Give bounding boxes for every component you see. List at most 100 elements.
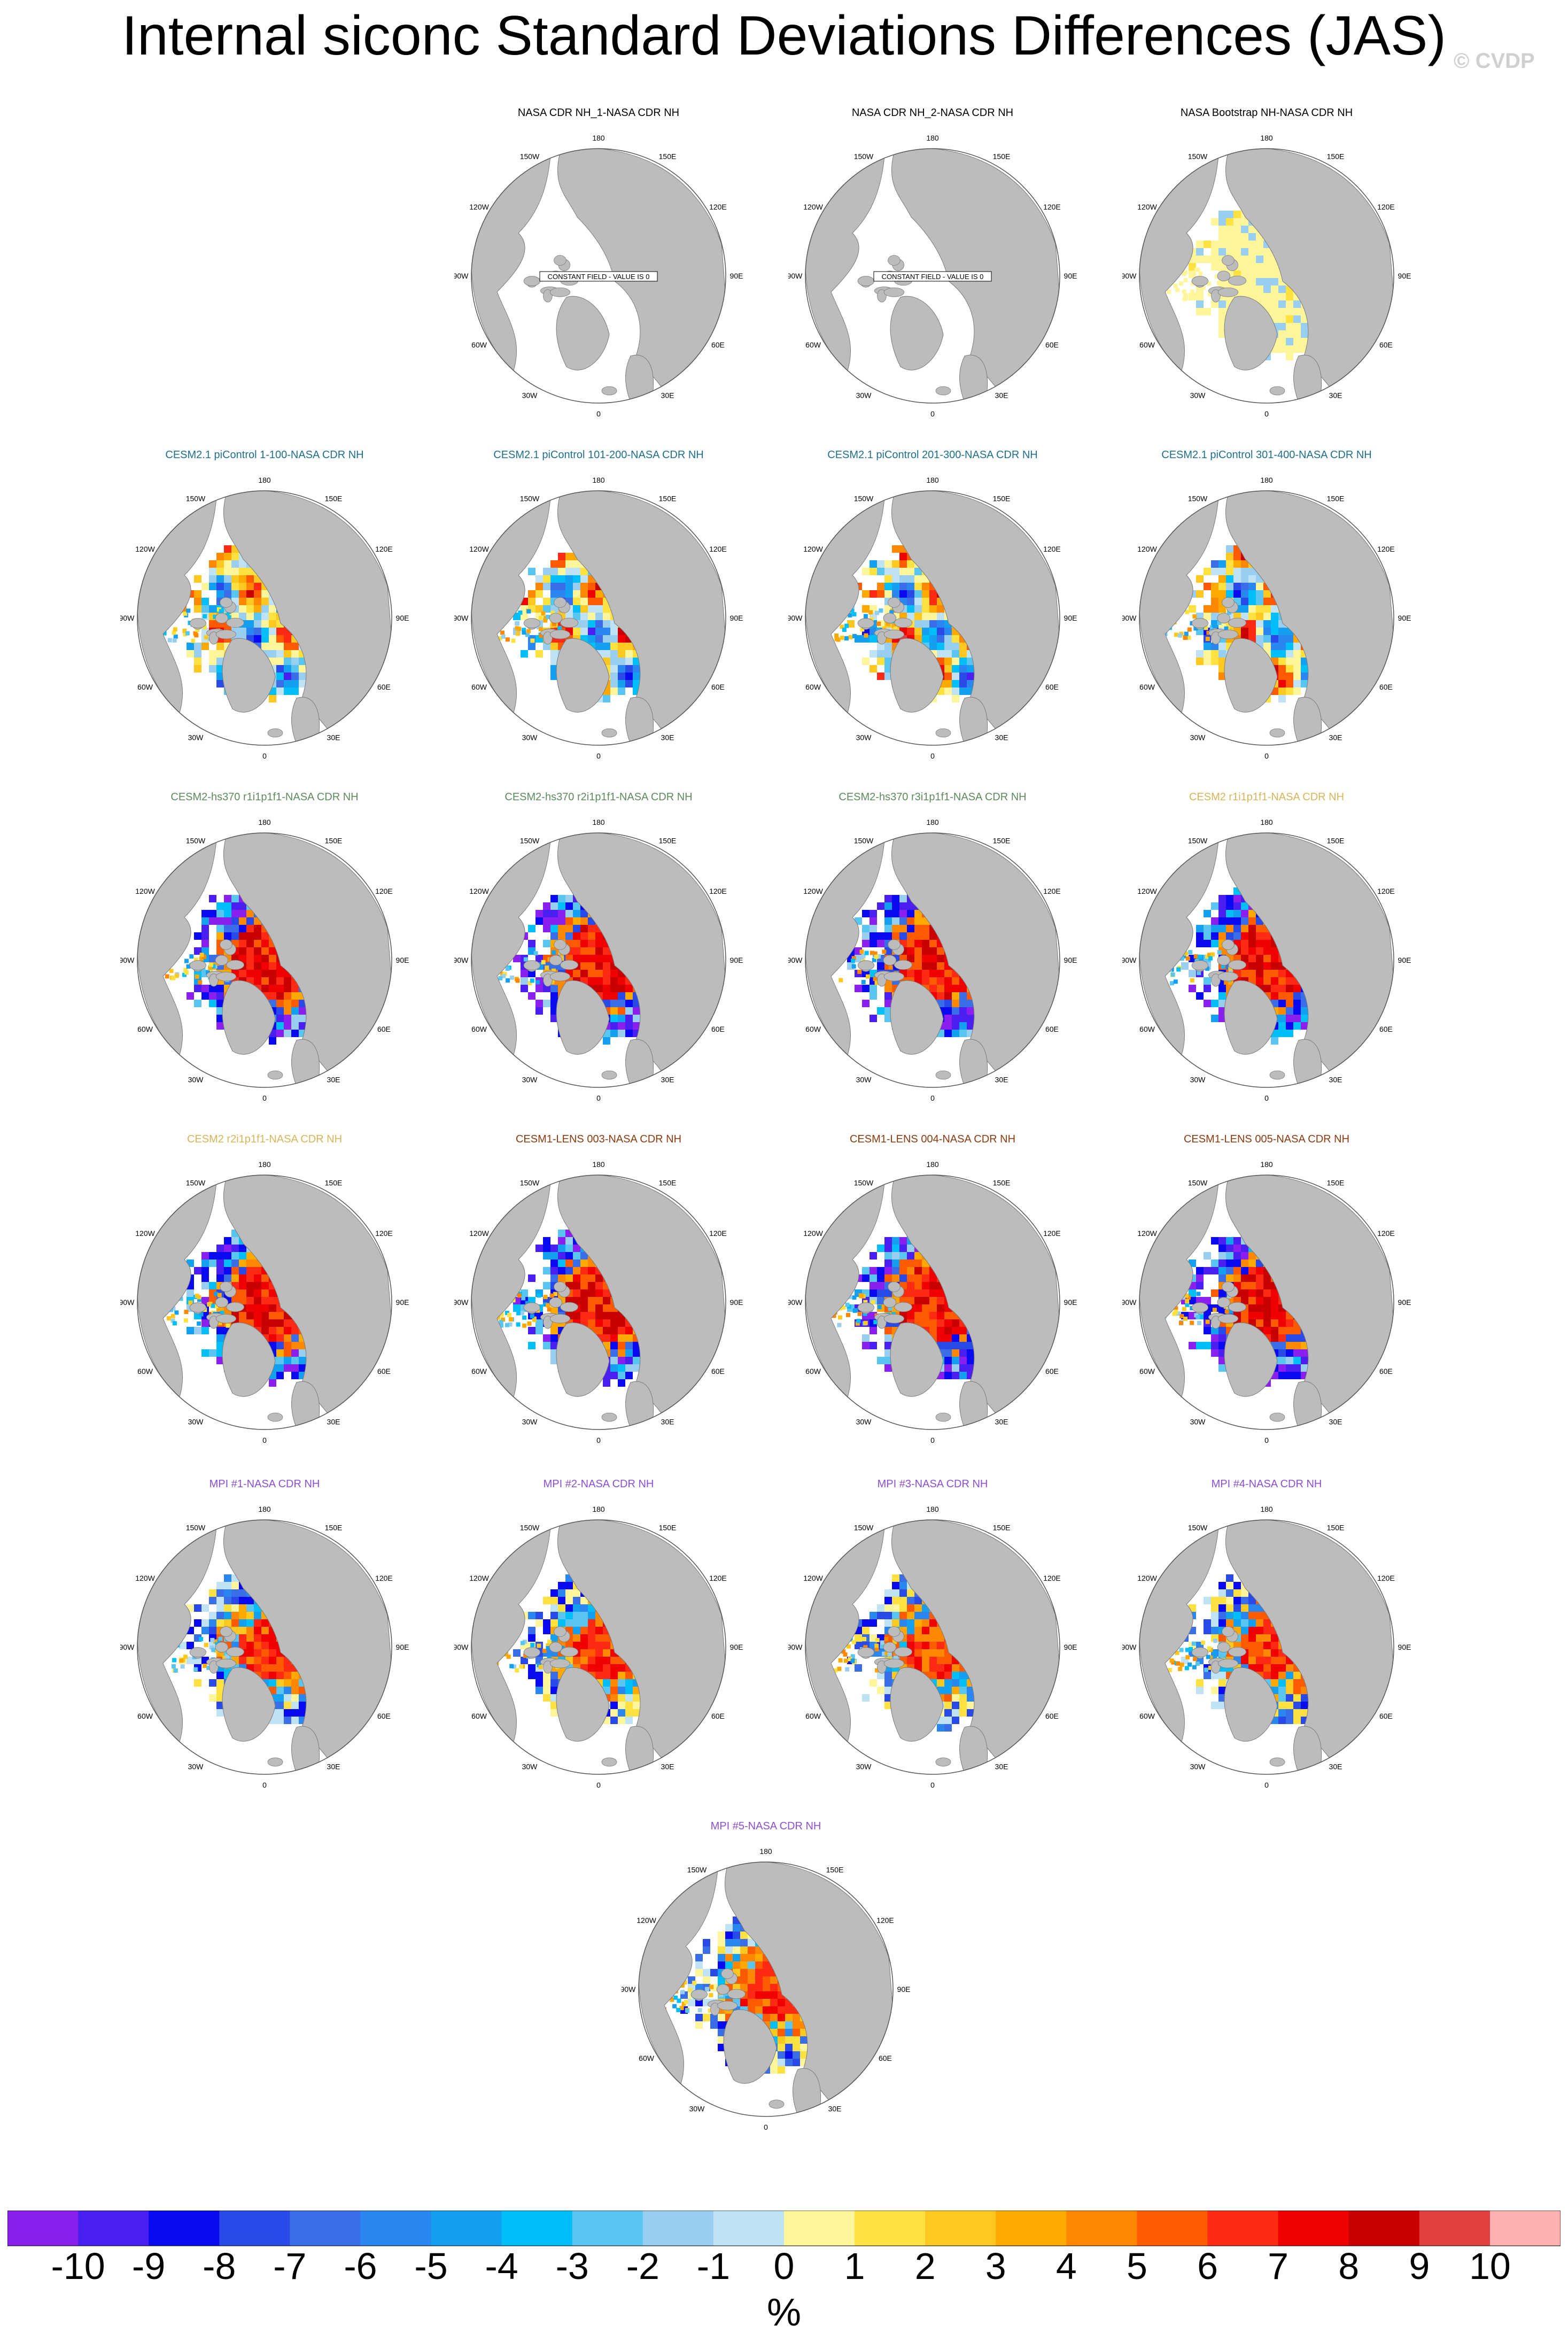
longitude-label: 60E xyxy=(1045,1712,1059,1720)
longitude-label: 150E xyxy=(993,152,1011,161)
map-content xyxy=(471,1175,726,1430)
map-content xyxy=(1139,491,1394,745)
longitude-label: 180 xyxy=(1260,476,1273,484)
panel-title: CESM2-hs370 r3i1p1f1-NASA CDR NH xyxy=(839,791,1027,803)
longitude-label: 90E xyxy=(1398,956,1411,964)
longitude-label: 30E xyxy=(661,733,674,741)
longitude-label: 150E xyxy=(659,837,677,845)
longitude-label: 30W xyxy=(1190,391,1206,399)
polar-map: 180 150E 120E 90E 60E 30E 0 30W 60W 90W 120W 150W xyxy=(622,1847,910,2131)
longitude-label: 180 xyxy=(1260,1505,1273,1513)
map-boundary xyxy=(1139,832,1394,1088)
longitude-label: 30W xyxy=(522,1762,538,1771)
longitude-label: 0 xyxy=(262,752,267,760)
longitude-label: 90W xyxy=(1122,272,1137,280)
longitude-label: 0 xyxy=(596,1436,601,1444)
longitude-label: 180 xyxy=(1260,134,1273,142)
longitude-label: 120W xyxy=(469,887,489,895)
longitude-label: 90E xyxy=(730,1643,743,1651)
longitude-label: 0 xyxy=(1264,409,1269,418)
colorbar-tick-label: 2 xyxy=(915,2245,936,2285)
map-panel: CESM2.1 piControl 201-300-NASA CDR NH 180… xyxy=(788,449,1077,770)
longitude-label: 120E xyxy=(876,1916,894,1925)
map-panel: MPI #3-NASA CDR NH 180 150E 120E 90E 60E 30E 0 3… xyxy=(788,1478,1077,1799)
longitude-label: 90W xyxy=(1122,1298,1137,1307)
longitude-label: 60W xyxy=(137,683,153,691)
longitude-label: 120E xyxy=(1377,1574,1395,1582)
longitude-label: 90W xyxy=(1122,1643,1137,1651)
panel-title: MPI #5-NASA CDR NH xyxy=(710,1820,821,1832)
longitude-label: 90W xyxy=(1122,956,1137,964)
panel-title: MPI #2-NASA CDR NH xyxy=(543,1478,654,1490)
longitude-label: 60W xyxy=(471,1367,487,1376)
longitude-label: 90E xyxy=(396,614,409,622)
map-boundary xyxy=(805,490,1060,746)
constant-field-note: CONSTANT FIELD - VALUE IS 0 xyxy=(882,273,984,281)
longitude-label: 120E xyxy=(709,1574,727,1582)
longitude-label: 0 xyxy=(1264,1436,1269,1444)
longitude-label: 0 xyxy=(262,1781,267,1789)
longitude-label: 120W xyxy=(803,1574,823,1582)
longitude-label: 120W xyxy=(1137,203,1157,211)
longitude-label: 30E xyxy=(828,2104,842,2113)
longitude-label: 150W xyxy=(854,494,874,503)
map-boundary xyxy=(471,490,726,746)
map-panel: MPI #2-NASA CDR NH 180 150E 120E 90E 60E 30E 0 3… xyxy=(454,1478,743,1799)
longitude-label: 30W xyxy=(522,1417,538,1426)
map-boundary xyxy=(1139,1519,1394,1775)
longitude-label: 90W xyxy=(454,272,469,280)
colorbar-tick-label: 0 xyxy=(774,2245,795,2285)
colorbar-swatch xyxy=(925,2211,996,2246)
colorbar-tick-label: 6 xyxy=(1197,2245,1218,2285)
longitude-label: 150E xyxy=(325,837,343,845)
longitude-label: 120W xyxy=(135,887,155,895)
longitude-label: 120W xyxy=(1137,545,1157,553)
panel-title: CESM2.1 piControl 1-100-NASA CDR NH xyxy=(165,449,364,461)
map-boundary xyxy=(805,832,1060,1088)
longitude-label: 150E xyxy=(1327,1179,1345,1187)
map-panel: CESM1-LENS 004-NASA CDR NH 180 150E 120E 90E… xyxy=(788,1133,1077,1454)
longitude-label: 60E xyxy=(1379,341,1393,349)
longitude-label: 150W xyxy=(854,152,874,161)
longitude-label: 60E xyxy=(377,1367,391,1376)
longitude-label: 60W xyxy=(805,1367,821,1376)
colorbar-swatch xyxy=(572,2211,643,2246)
map-content xyxy=(639,1862,893,2116)
colorbar-swatch xyxy=(290,2211,361,2246)
map-content xyxy=(471,1520,726,1774)
map-panel: MPI #4-NASA CDR NH 180 150E 120E 90E 60E 30E 0 3… xyxy=(1122,1478,1411,1799)
longitude-label: 60E xyxy=(1045,341,1059,349)
longitude-label: 120W xyxy=(135,1574,155,1582)
map-panel: CESM2.1 piControl 101-200-NASA CDR NH 180… xyxy=(454,449,743,770)
longitude-label: 60W xyxy=(1139,1025,1155,1033)
map-panel: CESM2 r2i1p1f1-NASA CDR NH 180 150E 120E 90E… xyxy=(120,1133,409,1454)
longitude-label: 60W xyxy=(1139,1367,1155,1376)
longitude-label: 90W xyxy=(120,614,135,622)
map-panel: CESM2-hs370 r3i1p1f1-NASA CDR NH 180 150E 1… xyxy=(788,791,1077,1112)
longitude-label: 120E xyxy=(1043,545,1061,553)
colorbar: -10 -9 -8 -7 -6 -5 -4 -3 -2 -1 0 1 2 3 4 5 6 7 8 9 10 xyxy=(7,2211,1561,2285)
longitude-label: 60W xyxy=(471,1025,487,1033)
longitude-label: 180 xyxy=(258,1160,271,1169)
longitude-label: 120W xyxy=(803,887,823,895)
longitude-label: 30W xyxy=(522,733,538,741)
figure-title: Internal siconc Standard Deviations Diff… xyxy=(122,5,1446,67)
longitude-label: 120E xyxy=(709,887,727,895)
map-content xyxy=(805,1520,1060,1774)
colorbar-tick-label: 7 xyxy=(1268,2245,1288,2285)
polar-map: 180 150E 120E 90E 60E 30E 0 30W 60W 90W 120W 150W xyxy=(454,818,743,1102)
longitude-label: 120E xyxy=(1377,1229,1395,1238)
longitude-label: 90E xyxy=(396,1643,409,1651)
longitude-label: 30W xyxy=(689,2104,705,2113)
longitude-label: 60W xyxy=(471,683,487,691)
polar-map: 180 150E 120E 90E 60E 30E 0 30W 60W 90W 120W 150W xyxy=(1122,1505,1411,1789)
map-content xyxy=(805,1175,1060,1430)
longitude-label: 0 xyxy=(1264,752,1269,760)
longitude-label: 150W xyxy=(1188,494,1208,503)
longitude-label: 90W xyxy=(788,614,803,622)
longitude-label: 90E xyxy=(897,1985,910,1993)
panel-title: MPI #4-NASA CDR NH xyxy=(1211,1478,1322,1490)
longitude-label: 150E xyxy=(993,494,1011,503)
constant-field-box xyxy=(539,271,658,282)
longitude-label: 150W xyxy=(520,494,540,503)
